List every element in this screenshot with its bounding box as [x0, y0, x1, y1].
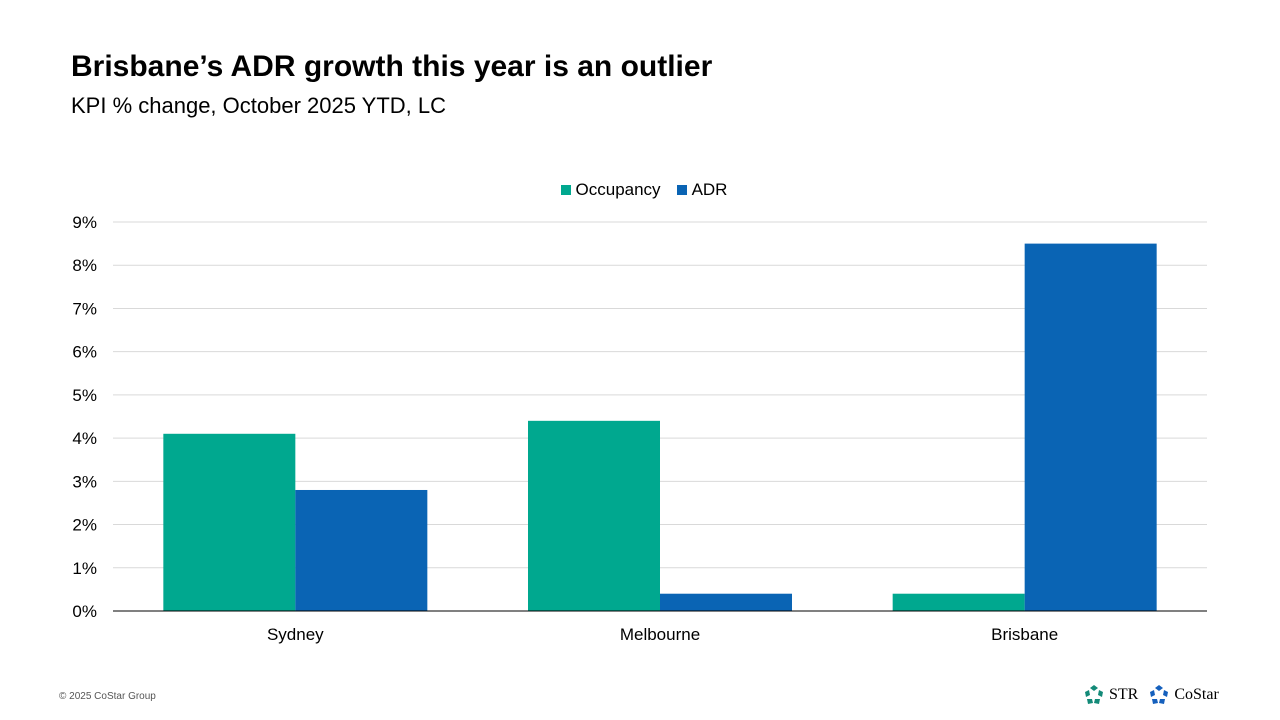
y-tick-label: 8%	[72, 256, 97, 275]
x-tick-label: Melbourne	[620, 625, 700, 644]
legend: Occupancy ADR	[0, 180, 1280, 200]
bar-occupancy-melbourne	[528, 420, 660, 611]
legend-swatch-adr	[676, 185, 687, 195]
y-tick-label: 6%	[72, 343, 97, 362]
x-tick-label: Sydney	[267, 625, 324, 644]
y-tick-label: 3%	[72, 472, 97, 491]
logos: STR CoStar	[1083, 684, 1219, 706]
legend-item-adr: ADR	[676, 180, 728, 200]
chart-title: Brisbane’s ADR growth this year is an ou…	[71, 50, 713, 83]
costar-logo: CoStar	[1148, 684, 1219, 706]
str-logo: STR	[1083, 684, 1138, 706]
legend-item-occupancy: Occupancy	[560, 180, 661, 200]
y-tick-label: 5%	[72, 386, 97, 405]
y-tick-label: 1%	[72, 559, 97, 578]
legend-label: Occupancy	[575, 180, 661, 199]
chart-subtitle: KPI % change, October 2025 YTD, LC	[71, 93, 447, 118]
y-tick-label: 4%	[72, 429, 97, 448]
legend-swatch-occupancy	[560, 185, 571, 195]
y-tick-label: 0%	[72, 602, 97, 621]
y-tick-label: 9%	[72, 213, 97, 232]
legend-label: ADR	[691, 180, 728, 199]
bar-adr-brisbane	[1024, 243, 1157, 611]
bar-occupancy-brisbane	[892, 593, 1025, 611]
y-tick-label: 2%	[72, 516, 97, 535]
bar-occupancy-sydney	[163, 433, 296, 611]
x-tick-label: Brisbane	[991, 625, 1058, 644]
bar-adr-sydney	[295, 489, 428, 611]
copyright: © 2025 CoStar Group	[59, 691, 156, 702]
y-tick-label: 7%	[72, 299, 97, 318]
bar-adr-melbourne	[660, 593, 792, 611]
